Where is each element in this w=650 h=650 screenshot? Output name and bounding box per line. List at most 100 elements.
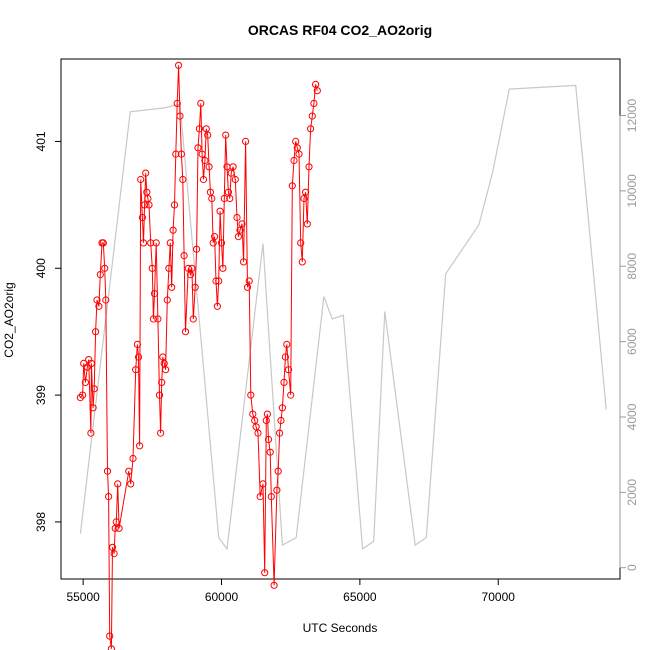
- data-point: [256, 493, 264, 501]
- data-point: [261, 569, 269, 577]
- data-point: [129, 454, 137, 463]
- data-point: [204, 131, 212, 139]
- data-point: [298, 258, 306, 266]
- data-point: [152, 239, 160, 247]
- data-point: [249, 410, 257, 418]
- data-point: [136, 442, 144, 450]
- altitude-line-path: [79, 84, 607, 551]
- data-point: [287, 391, 295, 399]
- data-point: [231, 175, 239, 184]
- data-point: [297, 239, 305, 247]
- data-point: [163, 296, 171, 304]
- data-point: [234, 233, 242, 241]
- data-point: [243, 283, 252, 291]
- data-point: [310, 99, 318, 108]
- data-point: [213, 302, 221, 310]
- data-point: [227, 169, 235, 177]
- data-point: [92, 328, 100, 336]
- data-point: [222, 131, 230, 139]
- data-point: [107, 645, 115, 650]
- data-point: [87, 429, 95, 437]
- right-y-tick-label: 8000: [625, 253, 639, 280]
- data-point: [233, 213, 241, 222]
- data-point: [274, 467, 282, 475]
- data-point: [102, 296, 110, 304]
- data-point: [307, 125, 315, 133]
- data-point: [305, 163, 313, 171]
- data-point: [79, 391, 87, 399]
- data-point: [191, 283, 199, 291]
- data-point: [173, 99, 181, 108]
- data-point: [132, 366, 140, 374]
- data-point: [169, 226, 177, 234]
- data-point: [141, 201, 149, 209]
- data-point: [199, 175, 208, 184]
- data-point: [252, 423, 260, 431]
- data-point: [93, 296, 101, 304]
- right-y-tick-label: 2000: [625, 479, 639, 506]
- y-tick-label: 398: [34, 512, 48, 532]
- data-point: [133, 340, 141, 348]
- x-axis-label: UTC Seconds: [303, 621, 378, 635]
- data-point: [302, 188, 310, 196]
- data-point: [114, 480, 122, 488]
- right-y-tick-label: 0: [625, 564, 639, 571]
- plot-area-border: [60, 58, 621, 580]
- data-point: [155, 391, 164, 399]
- data-point: [168, 283, 176, 291]
- data-point: [101, 264, 109, 272]
- data-point: [165, 264, 173, 272]
- data-point: [259, 480, 267, 488]
- right-y-tick-label: 4000: [625, 403, 639, 430]
- right-y-tick-label: 10000: [625, 174, 639, 208]
- data-point: [216, 207, 224, 215]
- data-point: [303, 220, 311, 228]
- data-point: [219, 264, 227, 272]
- y-axis-label: CO2_AO2orig: [2, 282, 16, 357]
- data-point: [312, 80, 320, 89]
- data-point: [138, 213, 146, 222]
- data-point: [242, 137, 250, 145]
- data-point: [103, 467, 112, 475]
- data-point: [226, 194, 234, 203]
- data-point: [254, 429, 262, 437]
- data-point: [177, 150, 185, 158]
- data-point: [263, 410, 271, 418]
- data-point: [87, 359, 96, 367]
- data-point: [148, 264, 156, 272]
- data-point: [264, 435, 273, 444]
- data-point: [267, 493, 275, 501]
- data-point: [170, 201, 179, 209]
- data-point: [157, 429, 165, 437]
- right-y-tick-label: 6000: [625, 328, 639, 355]
- y-tick-label: 400: [34, 258, 48, 278]
- data-point: [150, 290, 159, 298]
- data-point: [149, 315, 157, 323]
- data-point: [194, 144, 202, 152]
- data-point: [245, 277, 253, 285]
- data-point: [80, 359, 88, 367]
- data-point: [95, 302, 103, 310]
- data-point: [175, 61, 183, 69]
- data-point: [313, 87, 321, 95]
- data-point: [270, 581, 278, 589]
- data-point: [134, 353, 143, 361]
- data-point: [240, 258, 248, 266]
- data-point: [154, 315, 162, 323]
- right-y-tick-label: 12000: [625, 99, 639, 133]
- y-tick-label: 401: [34, 131, 48, 151]
- data-point: [211, 233, 219, 241]
- data-point: [96, 271, 104, 279]
- data-point: [106, 632, 114, 640]
- data-point: [198, 150, 206, 158]
- data-point: [212, 277, 220, 285]
- data-point: [112, 518, 120, 526]
- data-point: [205, 163, 213, 171]
- data-point: [292, 137, 300, 145]
- x-tick-label: 65000: [343, 590, 377, 604]
- data-point: [162, 366, 170, 374]
- x-tick-label: 60000: [205, 590, 239, 604]
- data-point: [181, 328, 190, 336]
- right-y-axis: 0 2000 4000 6000 8000 10000 12000: [619, 99, 639, 571]
